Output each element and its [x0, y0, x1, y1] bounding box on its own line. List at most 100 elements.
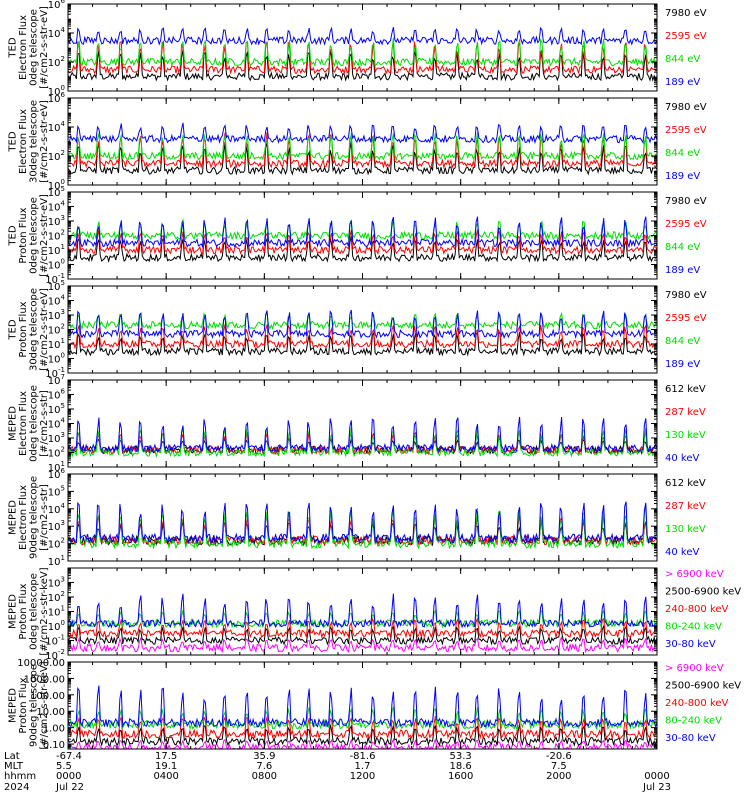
y-tick-label: 105	[48, 185, 65, 199]
legend-entry: 287 keV	[665, 501, 706, 512]
legend-entry: 7980 eV	[665, 102, 707, 113]
y-tick-label: 100	[48, 619, 65, 633]
y-tick-label: 103	[48, 576, 65, 590]
x-row-label: Lat	[4, 751, 20, 762]
x-tick-mlt: 5.5	[56, 761, 72, 772]
y-tick-exponent: 6	[61, 388, 66, 396]
panel-2-series	[68, 122, 657, 176]
x-tick-lat: 35.9	[253, 751, 275, 762]
x-tick-hhmm: 0800	[252, 771, 277, 782]
legend-entry: > 6900 keV	[665, 663, 724, 674]
y-tick-label: 104	[48, 120, 66, 134]
y-tick-label: 10-1	[45, 634, 65, 648]
legend-entry: 30-80 keV	[665, 733, 716, 744]
y-axis-label-line: Electron Flux	[18, 15, 29, 80]
series-line	[68, 501, 657, 545]
x-tick-date: Jul 23	[642, 782, 671, 793]
series-line	[68, 309, 657, 340]
y-tick-base: 10	[48, 94, 61, 105]
y-axis-label-line: 90deg telescope	[28, 476, 39, 559]
series-line	[68, 427, 657, 459]
y-tick-label: 104	[48, 200, 66, 214]
y-tick-base: 10	[48, 326, 61, 337]
y-tick-base: 10	[48, 579, 61, 590]
y-tick-label: 10-1	[45, 272, 65, 286]
y-tick-exponent: 2	[61, 537, 65, 545]
y-tick-exponent: 2	[61, 446, 65, 454]
y-axis-label-line: [#/cm2-s-str-eV]	[39, 100, 50, 183]
y-tick-base: 10	[48, 340, 61, 351]
series-line	[68, 131, 657, 162]
legend-entry: 2595 eV	[665, 31, 707, 42]
y-tick-exponent: 3	[61, 519, 65, 527]
y-axis-label: TEDElectron Flux0deg telescope[#/cm2-s-s…	[7, 6, 50, 89]
series-line	[68, 323, 657, 350]
series-line	[68, 624, 657, 646]
y-tick-base: 10	[48, 522, 61, 533]
legend-entry: 2500-6900 keV	[665, 681, 741, 692]
y-axis-label: TEDProton Flux0deg telescope[#/cm2-s-str…	[7, 194, 50, 277]
y-tick-label: 0.10	[43, 740, 65, 751]
series-line	[68, 723, 657, 748]
x-tick-mlt: 7.5	[551, 761, 567, 772]
y-tick-base: 10	[48, 608, 61, 619]
y-tick-label: 104	[48, 417, 66, 431]
y-axis-label-line: TED	[7, 225, 18, 246]
y-tick-base: 10	[48, 123, 61, 134]
y-tick-label: 103	[48, 214, 65, 228]
y-tick-exponent: 1	[61, 605, 65, 613]
y-axis-label-line: [#/cm2-s-str-eV]	[39, 6, 50, 89]
legend-entry: 80-240 keV	[665, 716, 722, 727]
series-line	[68, 617, 657, 639]
y-tick-base: 10	[48, 376, 61, 387]
series-line	[68, 216, 657, 249]
y-tick-base: 10	[48, 203, 61, 214]
y-tick-label: 104	[48, 294, 66, 308]
y-tick-label: 103	[48, 308, 65, 322]
legend-entry: 189 eV	[665, 265, 700, 276]
legend-entry: 130 keV	[665, 430, 706, 441]
series-line	[68, 715, 657, 741]
series-line	[68, 141, 657, 176]
y-tick-exponent: 1	[61, 337, 65, 345]
legend-entry: > 6900 keV	[665, 569, 724, 580]
y-axis-label-line: [#/cm2-s-str]	[39, 484, 50, 551]
x-tick-hhmm: 0000	[644, 771, 669, 782]
x-tick-hhmm: 0000	[56, 771, 81, 782]
series-line	[68, 593, 657, 629]
y-tick-exponent: 2	[61, 323, 65, 331]
y-tick-label: 104	[48, 26, 66, 40]
legend-entry: 844 eV	[665, 148, 700, 159]
y-tick-exponent: 4	[61, 26, 66, 34]
y-tick-label: 1000.00	[24, 674, 65, 685]
y-tick-base: 10	[48, 282, 61, 293]
y-tick-label: 105	[48, 402, 65, 416]
y-axis-label: TEDElectron Flux30deg telescope[#/cm2-s-…	[7, 100, 50, 183]
y-axis-label-line: 90deg telescope	[28, 664, 39, 747]
y-tick-label: 1.00	[43, 724, 65, 735]
y-tick-exponent: 4	[61, 417, 66, 425]
y-tick-label: 101	[48, 554, 65, 568]
y-axis-label-line: [#/cm2-s-str-keV]	[39, 567, 50, 655]
y-axis-label-line: 0deg telescope	[28, 9, 39, 86]
y-tick-exponent: -2	[58, 648, 65, 656]
legend-entry: 189 eV	[665, 77, 700, 88]
y-tick-label: 100	[48, 84, 65, 98]
y-tick-label: 100	[48, 258, 65, 272]
y-tick-label: 107	[48, 373, 65, 387]
y-tick-label: 102	[48, 537, 65, 551]
y-tick-base: 10	[48, 463, 61, 474]
y-axis-label-line: [#/cm2-s-str-keV]	[39, 661, 50, 749]
series-line	[68, 49, 657, 82]
y-tick-label: 106	[48, 91, 66, 105]
x-tick-date: Jul 22	[55, 782, 84, 793]
y-tick-label: 106	[48, 0, 66, 11]
y-tick-label: 102	[48, 323, 65, 337]
y-tick-base: 10	[48, 405, 61, 416]
